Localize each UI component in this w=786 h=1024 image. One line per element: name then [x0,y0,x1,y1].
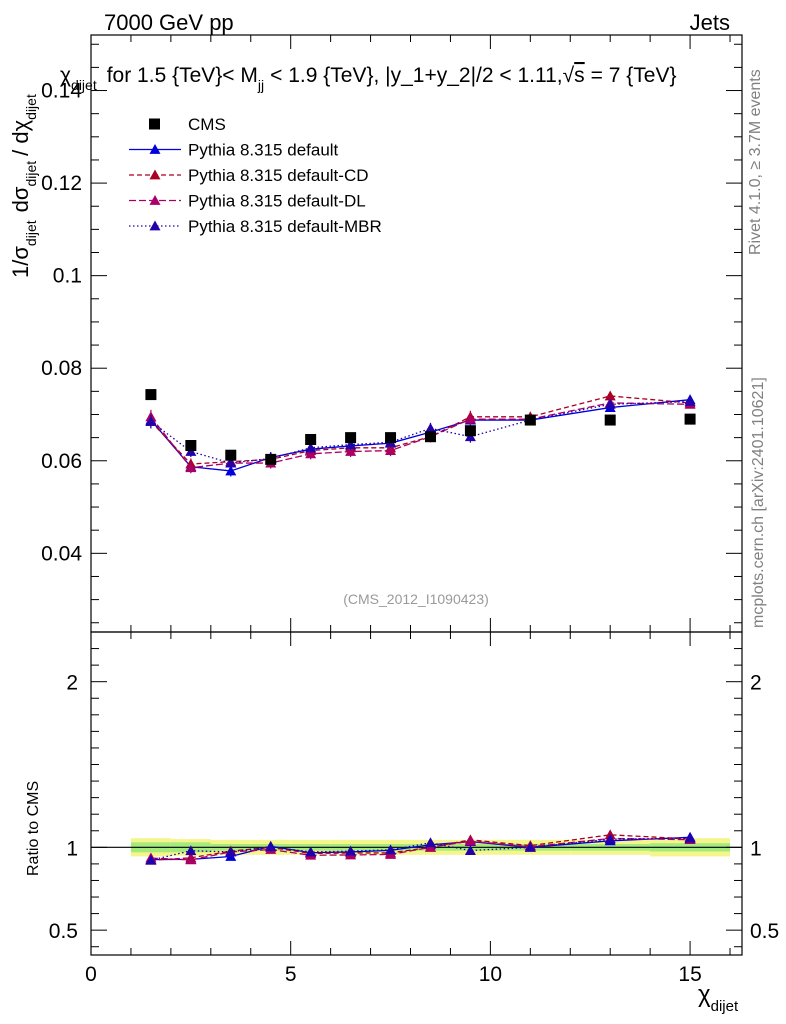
legend-label: CMS [188,115,226,134]
plot-title: χdijet for 1.5 {TeV}< Mjj < 1.9 {TeV}, |y_… [60,64,677,93]
series-line [150,400,691,464]
series-marker [185,462,197,473]
series-marker [385,445,397,455]
series-ratio-marker [464,835,476,846]
legend-label: Pythia 8.315 default-CD [188,166,369,185]
rivet-label: Rivet 4.1.0, ≥ 3.7M events [747,69,764,255]
data-point [345,432,357,444]
ratio-frame [90,631,743,956]
x-tick-label: 15 [678,963,701,986]
data-point [145,389,157,401]
x-tick-label: 5 [285,963,297,986]
legend-label: Pythia 8.315 default [188,141,339,160]
ratio-panel: 0 5 10 15 0.5 0.5 1 1 2 2 [49,631,779,986]
legend-marker [149,195,161,205]
header-right: Jets [690,10,730,35]
main-panel: 0.04 0.06 0.08 0.1 0.12 0.14 [41,34,743,633]
series-ratio-marker [524,841,536,852]
series-ratio-marker [185,854,197,865]
y-tick-label-right: 2 [750,672,762,695]
data-point [385,432,397,444]
y-tick-label: 0.5 [49,920,78,943]
legend-label: Pythia 8.315 default-MBR [188,217,382,236]
legend-marker [149,144,161,154]
series-ratio-line [150,837,691,861]
series-ratio-marker [225,846,237,857]
series-marker [225,457,237,468]
series-marker [604,398,616,409]
series-marker [145,415,157,426]
legend-marker [149,169,161,180]
series-ratio-marker [345,845,357,856]
series-marker [345,439,357,449]
analysis-watermark: (CMS_2012_I1090423) [343,591,489,607]
x-axis-label: χdijet [698,981,739,1015]
mcplots-label: mcplots.cern.ch [arXiv:2401.10621] [750,377,767,628]
legend-marker [149,220,161,231]
series-ratio-marker [145,854,157,865]
data-point [265,453,277,465]
series-marker [305,442,317,453]
y-axis-label-main: 1/σdijetdσdijet/ dχdijet [8,94,39,278]
series-ratio-marker [265,841,277,852]
data-point [524,414,536,426]
series-line [150,399,691,472]
y-axis-label-ratio: Ratio to CMS [25,781,42,876]
x-tick-label: 10 [479,963,502,986]
series-ratio-line [150,834,691,861]
y-tick-label: 0.12 [41,172,82,195]
data-point [424,431,436,443]
y-tick-label: 0.1 [53,265,82,288]
y-tick-label-right: 1 [750,837,762,860]
series-marker [464,413,476,424]
series-marker [225,465,237,476]
series-line [150,402,691,469]
y-tick-label: 0.08 [41,357,82,380]
data-point [604,414,616,426]
series-ratio-marker [424,837,436,848]
series-ratio-marker [385,844,397,855]
y-tick-label-right: 0.5 [750,920,779,943]
data-point [464,425,476,437]
y-tick-label: 2 [66,672,78,695]
header-left: 7000 GeV pp [104,10,234,35]
legend-marker-data [149,118,160,130]
series-ratio-marker [185,845,197,856]
data-point [684,413,696,425]
data-point [225,449,237,461]
series-ratio-marker [305,846,317,857]
series-ratio-marker [464,845,476,855]
data-point [305,433,317,445]
y-tick-label: 1 [66,837,78,860]
legend-label: Pythia 8.315 default-DL [188,192,366,211]
series-ratio-marker [684,832,696,843]
series-marker [424,422,436,433]
series-line [150,395,691,465]
series-marker [345,446,357,456]
data-point [185,439,197,451]
series-marker [604,390,616,401]
series-marker [684,396,696,406]
x-tick-label: 0 [85,963,97,986]
series-ratio-marker [604,833,616,844]
y-tick-label: 0.06 [41,450,82,473]
legend: CMS Pythia 8.315 default Pythia 8.315 defa… [129,115,382,236]
y-tick-label: 0.04 [41,542,82,565]
y-tick-label: 0.14 [41,80,82,103]
